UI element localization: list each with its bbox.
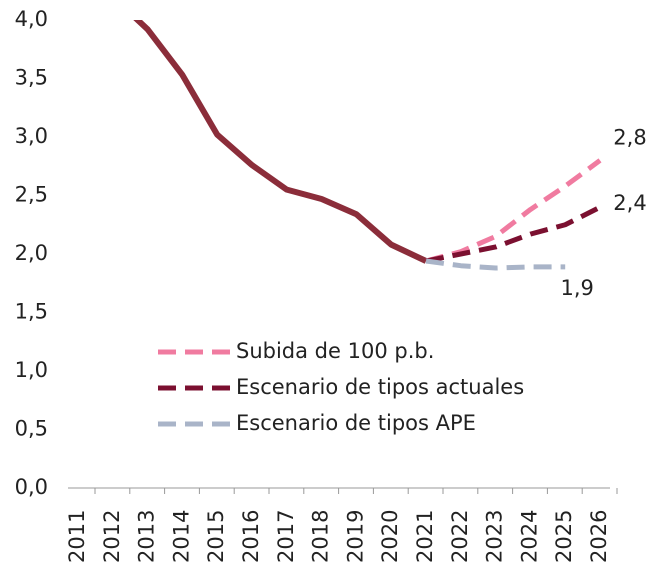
x-tick-label: 2014 [169,510,193,563]
plot-area [133,20,602,271]
x-tick-label: 2021 [413,510,437,563]
x-tick-label: 2016 [239,510,263,563]
series-line [425,204,602,264]
x-tick-label: 2023 [483,510,507,563]
x-tick-label: 2018 [309,510,333,563]
y-tick-label: 2,0 [15,241,48,265]
x-tick-label: 2024 [517,510,541,563]
y-tick-label: 2,5 [15,183,48,207]
x-tick-label: 2025 [552,510,576,563]
x-tick-label: 2015 [204,510,228,563]
legend-label: Escenario de tipos APE [236,411,476,435]
x-tick-label: 2013 [135,510,159,563]
x-tick-label: 2022 [448,510,472,563]
series-line [425,258,566,271]
data-label: 2,8 [613,125,646,149]
data-label: 1,9 [560,276,593,300]
legend-label: Subida de 100 p.b. [236,339,434,363]
y-tick-label: 0,0 [15,475,48,499]
y-tick-label: 1,0 [15,358,48,382]
y-tick-label: 3,5 [15,66,48,90]
x-tick-label: 2017 [274,510,298,563]
series-line [425,158,602,264]
series-line [133,20,428,264]
x-tick-label: 2012 [100,510,124,563]
x-tick-label: 2019 [343,510,367,563]
data-label: 2,4 [613,191,646,215]
legend-label: Escenario de tipos actuales [236,375,524,399]
y-tick-label: 1,5 [15,300,48,324]
x-tick-label: 2026 [587,510,611,563]
y-tick-label: 0,5 [15,417,48,441]
x-tick-label: 2011 [65,510,89,563]
y-tick-label: 4,0 [15,7,48,31]
x-tick-label: 2020 [378,510,402,563]
y-tick-label: 3,0 [15,124,48,148]
